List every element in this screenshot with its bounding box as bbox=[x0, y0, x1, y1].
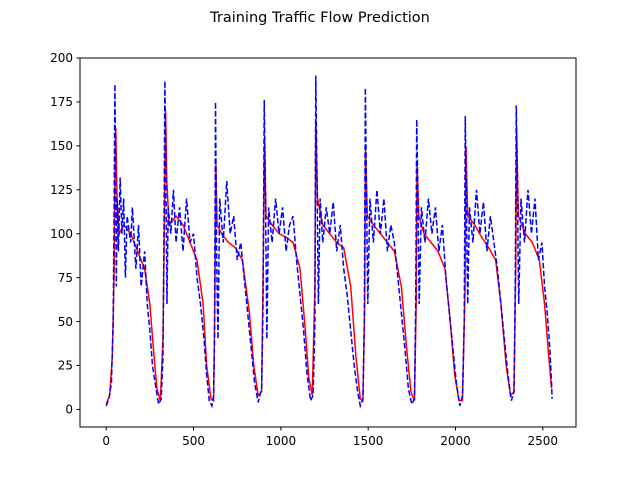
x-tick-label: 1000 bbox=[266, 434, 297, 448]
x-tick-label: 2500 bbox=[528, 434, 559, 448]
x-tick-label: 2000 bbox=[440, 434, 471, 448]
y-tick-label: 25 bbox=[58, 359, 73, 373]
y-axis-ticks: 0 25 50 75 100 125 150 175 200 bbox=[50, 51, 80, 417]
x-tick-label: 500 bbox=[182, 434, 205, 448]
series-line-0 bbox=[105, 110, 553, 405]
y-tick-label: 100 bbox=[50, 227, 73, 241]
x-axis-ticks: 0 500 1000 1500 2000 2500 bbox=[102, 427, 558, 448]
x-tick-label: 1500 bbox=[353, 434, 384, 448]
y-tick-label: 200 bbox=[50, 51, 73, 65]
y-tick-label: 50 bbox=[58, 315, 73, 329]
y-tick-label: 125 bbox=[50, 183, 73, 197]
y-tick-label: 175 bbox=[50, 95, 73, 109]
plot-frame bbox=[79, 57, 577, 428]
chart-title: Training Traffic Flow Prediction bbox=[209, 10, 430, 26]
y-tick-label: 0 bbox=[65, 403, 73, 417]
series-line-1 bbox=[105, 75, 553, 409]
y-tick-label: 75 bbox=[58, 271, 73, 285]
y-tick-label: 150 bbox=[50, 139, 73, 153]
x-tick-label: 0 bbox=[102, 434, 110, 448]
